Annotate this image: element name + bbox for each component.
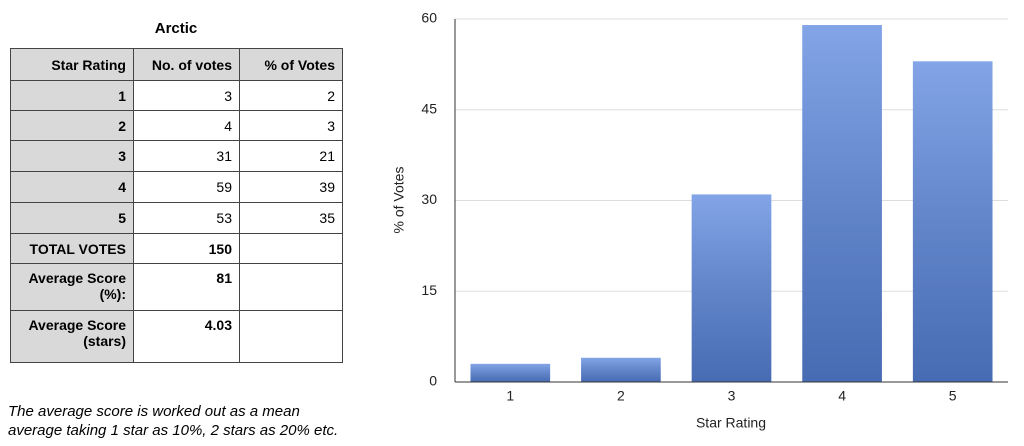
table-row: 5 53 35	[10, 202, 343, 234]
table-cell: 3	[133, 80, 240, 111]
y-tick-label: 0	[429, 373, 437, 389]
table-row: Average Score (stars) 4.03	[10, 310, 343, 363]
table-row: 3 31 21	[10, 140, 343, 172]
table-cell: Average Score (%):	[10, 263, 134, 311]
bar-shade	[581, 357, 661, 382]
bar-shade	[912, 61, 993, 382]
table-row: Average Score (%): 81	[10, 263, 343, 311]
x-tick-label: 1	[506, 388, 514, 404]
table-cell: 3	[10, 140, 134, 172]
bar-shade	[691, 194, 772, 382]
table-cell: 2	[239, 80, 343, 111]
bar-shade	[470, 363, 551, 382]
y-tick-label: 45	[421, 100, 437, 116]
x-tick-label: 4	[838, 388, 846, 404]
note: The average score is worked out as a mea…	[8, 403, 339, 439]
table-cell: 39	[239, 171, 343, 203]
table-title: Arctic	[154, 20, 198, 37]
x-tick-label: 3	[728, 388, 736, 404]
table-cell: % of Votes	[239, 48, 343, 81]
x-tick-label: 2	[617, 388, 625, 404]
table-row: 4 59 39	[10, 171, 343, 203]
y-tick-label: 60	[421, 10, 437, 26]
table-cell	[239, 310, 343, 363]
table-cell: 35	[239, 202, 343, 234]
y-tick-label: 30	[421, 191, 437, 207]
table-cell: 3	[239, 110, 343, 141]
y-axis-label: % of Votes	[391, 167, 407, 234]
table-cell: No. of votes	[133, 48, 240, 81]
table-cell: 5	[10, 202, 134, 234]
table-cell: 4	[10, 171, 134, 203]
x-tick-label: 5	[949, 388, 957, 404]
table-cell: 53	[133, 202, 240, 234]
table-cell: TOTAL VOTES	[10, 233, 134, 264]
bar-shade	[802, 25, 882, 383]
table-cell: 1	[10, 80, 134, 111]
table-cell: 4.03	[133, 310, 240, 363]
table-cell: Average Score (stars)	[10, 310, 134, 363]
y-tick-label: 15	[421, 282, 437, 298]
table-row: Star Rating No. of votes% of Votes	[10, 48, 343, 81]
x-axis-label: Star Rating	[696, 415, 766, 431]
table-row: TOTAL VOTES 150	[10, 233, 343, 264]
vote-table: Star Rating No. of votes% of Votes 1 3 2 2 4 3 3…	[10, 48, 343, 363]
